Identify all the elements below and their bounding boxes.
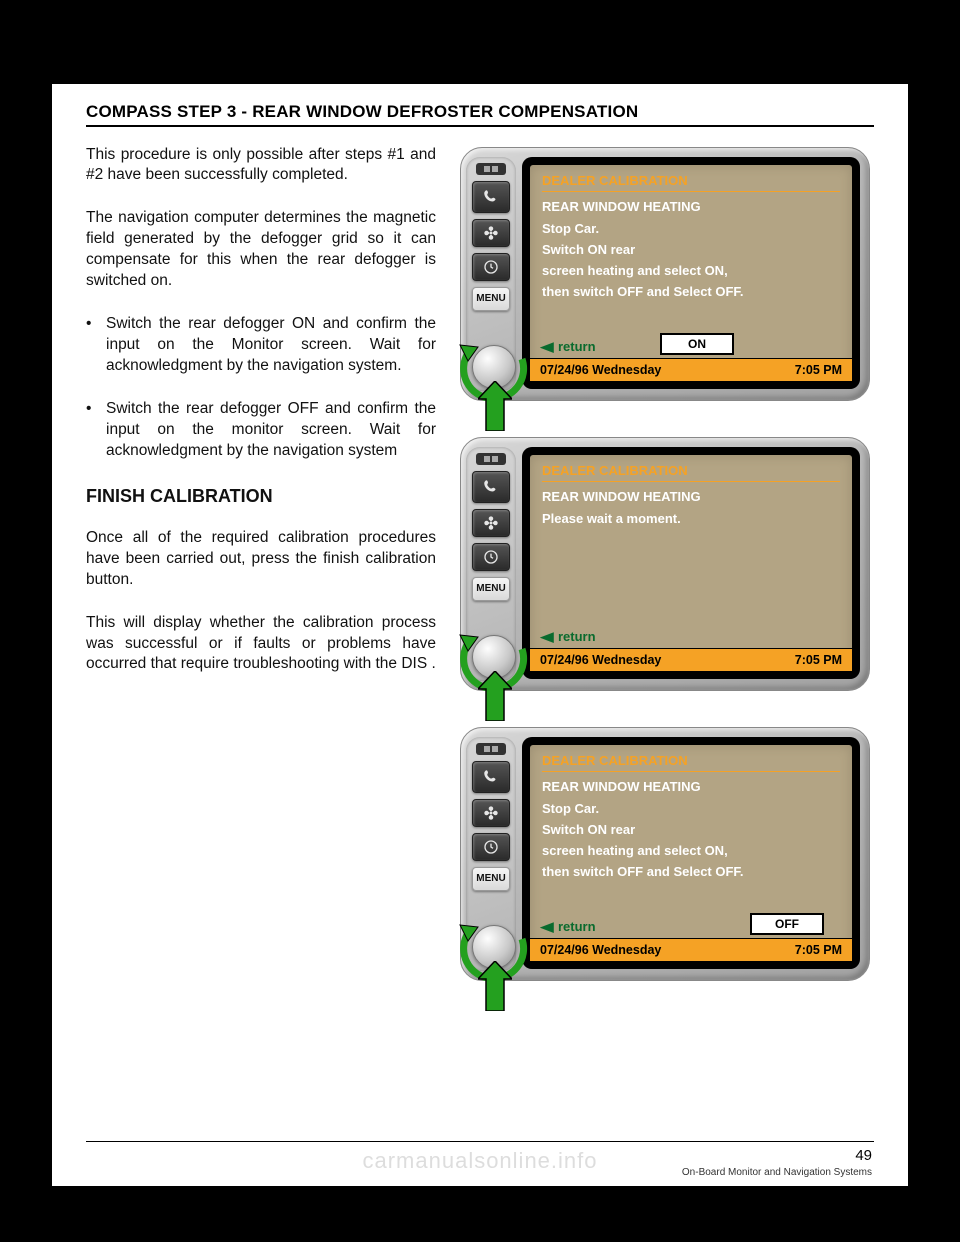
clock-button[interactable] xyxy=(472,833,510,861)
bullet-item: • Switch the rear defogger ON and confir… xyxy=(86,314,436,377)
phone-icon xyxy=(482,188,500,206)
text-column: This procedure is only possible after st… xyxy=(86,145,436,981)
indicator-icon xyxy=(476,453,506,465)
control-knob-group xyxy=(454,919,544,1009)
paragraph: Once all of the required calibration pro… xyxy=(86,528,436,591)
screen-frame: DEALER CALIBRATION REAR WINDOW HEATING S… xyxy=(522,157,860,389)
monitor-screen[interactable]: DEALER CALIBRATION REAR WINDOW HEATING S… xyxy=(530,165,852,381)
return-label: return xyxy=(558,919,596,934)
status-time: 7:05 PM xyxy=(795,943,842,957)
monitor-screen[interactable]: DEALER CALIBRATION REAR WINDOW HEATING P… xyxy=(530,455,852,671)
status-time: 7:05 PM xyxy=(795,363,842,377)
phone-button[interactable] xyxy=(472,761,510,793)
screen-line: Stop Car. xyxy=(542,219,840,240)
clock-button[interactable] xyxy=(472,253,510,281)
push-up-arrow-icon xyxy=(478,671,512,721)
return-button[interactable]: ◀return xyxy=(542,629,596,645)
bullet-item: • Switch the rear defogger OFF and confi… xyxy=(86,399,436,462)
top-divider xyxy=(52,78,908,84)
clock-icon xyxy=(483,549,499,565)
bullet-dot: • xyxy=(86,314,106,377)
paragraph: This will display whether the calibratio… xyxy=(86,613,436,676)
status-time: 7:05 PM xyxy=(795,653,842,667)
section-title: COMPASS STEP 3 - REAR WINDOW DEFROSTER C… xyxy=(86,102,874,122)
control-knob-group xyxy=(454,339,544,429)
title-underline xyxy=(86,125,874,127)
two-column-layout: This procedure is only possible after st… xyxy=(86,145,874,981)
page-content: COMPASS STEP 3 - REAR WINDOW DEFROSTER C… xyxy=(86,102,874,1166)
status-bar: 07/24/96 Wednesday 7:05 PM xyxy=(530,648,852,671)
screen-line: then switch OFF and Select OFF. xyxy=(542,862,840,883)
screen-body: REAR WINDOW HEATING Stop Car. Switch ON … xyxy=(542,197,840,303)
screen-line: Please wait a moment. xyxy=(542,509,840,530)
return-button[interactable]: ◀return xyxy=(542,919,596,935)
screen-line: Stop Car. xyxy=(542,799,840,820)
phone-button[interactable] xyxy=(472,471,510,503)
subheading: FINISH CALIBRATION xyxy=(86,484,436,508)
screen-line: screen heating and select ON, xyxy=(542,841,840,862)
phone-button[interactable] xyxy=(472,181,510,213)
screen-body: REAR WINDOW HEATING Stop Car. Switch ON … xyxy=(542,777,840,883)
off-button[interactable]: OFF xyxy=(750,913,824,935)
paragraph: This procedure is only possible after st… xyxy=(86,145,436,187)
screen-title: DEALER CALIBRATION xyxy=(542,173,840,192)
phone-icon xyxy=(482,768,500,786)
screen-line: then switch OFF and Select OFF. xyxy=(542,282,840,303)
fan-button[interactable] xyxy=(472,219,510,247)
status-date: 07/24/96 Wednesday xyxy=(540,653,661,667)
screen-heading: REAR WINDOW HEATING xyxy=(542,777,840,798)
screen-line: screen heating and select ON, xyxy=(542,261,840,282)
page-number: 49 xyxy=(855,1147,872,1164)
screen-frame: DEALER CALIBRATION REAR WINDOW HEATING P… xyxy=(522,447,860,679)
status-bar: 07/24/96 Wednesday 7:05 PM xyxy=(530,938,852,961)
push-up-arrow-icon xyxy=(478,381,512,431)
menu-button[interactable]: MENU xyxy=(472,287,510,311)
fan-icon xyxy=(483,515,499,531)
screen-heading: REAR WINDOW HEATING xyxy=(542,197,840,218)
watermark-text: carmanualsonline.info xyxy=(362,1148,597,1174)
screen-title: DEALER CALIBRATION xyxy=(542,753,840,772)
footer-divider xyxy=(86,1141,874,1143)
menu-button[interactable]: MENU xyxy=(472,577,510,601)
menu-button[interactable]: MENU xyxy=(472,867,510,891)
status-date: 07/24/96 Wednesday xyxy=(540,943,661,957)
paragraph: The navigation computer determines the m… xyxy=(86,208,436,292)
bullet-dot: • xyxy=(86,399,106,462)
screen-heading: REAR WINDOW HEATING xyxy=(542,487,840,508)
monitor-device: MENU DEALER CALIBRATION REAR WINDOW HEAT… xyxy=(460,147,870,401)
clock-icon xyxy=(483,839,499,855)
phone-icon xyxy=(482,478,500,496)
monitor-device: MENU DEALER CALIBRATION REAR WINDOW HEAT… xyxy=(460,437,870,691)
footer-caption: On-Board Monitor and Navigation Systems xyxy=(682,1167,872,1178)
screen-body: REAR WINDOW HEATING Please wait a moment… xyxy=(542,487,840,531)
indicator-icon xyxy=(476,163,506,175)
monitor-screen[interactable]: DEALER CALIBRATION REAR WINDOW HEATING S… xyxy=(530,745,852,961)
fan-icon xyxy=(483,805,499,821)
status-bar: 07/24/96 Wednesday 7:05 PM xyxy=(530,358,852,381)
fan-button[interactable] xyxy=(472,509,510,537)
screen-frame: DEALER CALIBRATION REAR WINDOW HEATING S… xyxy=(522,737,860,969)
bullet-text: Switch the rear defogger ON and confirm … xyxy=(106,314,436,377)
clock-button[interactable] xyxy=(472,543,510,571)
on-button[interactable]: ON xyxy=(660,333,734,355)
screen-line: Switch ON rear xyxy=(542,240,840,261)
status-date: 07/24/96 Wednesday xyxy=(540,363,661,377)
return-label: return xyxy=(558,629,596,644)
indicator-icon xyxy=(476,743,506,755)
fan-button[interactable] xyxy=(472,799,510,827)
control-knob-group xyxy=(454,629,544,719)
manual-page: COMPASS STEP 3 - REAR WINDOW DEFROSTER C… xyxy=(52,78,908,1186)
screen-line: Switch ON rear xyxy=(542,820,840,841)
monitor-device: MENU DEALER CALIBRATION REAR WINDOW HEAT… xyxy=(460,727,870,981)
screen-title: DEALER CALIBRATION xyxy=(542,463,840,482)
figure-column: MENU DEALER CALIBRATION REAR WINDOW HEAT… xyxy=(460,145,874,981)
bullet-text: Switch the rear defogger OFF and confirm… xyxy=(106,399,436,462)
fan-icon xyxy=(483,225,499,241)
return-label: return xyxy=(558,339,596,354)
return-button[interactable]: ◀return xyxy=(542,339,596,355)
push-up-arrow-icon xyxy=(478,961,512,1011)
clock-icon xyxy=(483,259,499,275)
